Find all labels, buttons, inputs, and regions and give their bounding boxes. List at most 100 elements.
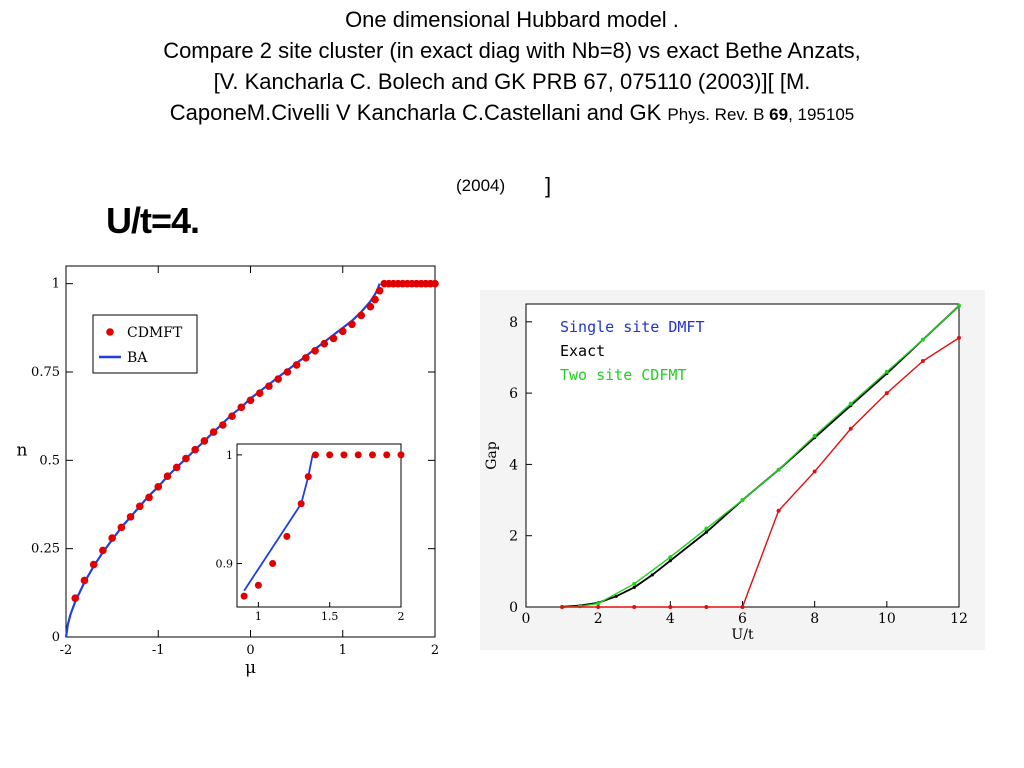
two-site-cdfmt-point [848, 401, 853, 406]
two-site-cdfmt-point [884, 369, 889, 374]
inset-x-tick-label: 2 [398, 610, 405, 623]
cdmft-point [292, 361, 301, 369]
y-tick-label: 4 [509, 457, 518, 473]
y-axis-label: Gap [484, 441, 500, 470]
cdmft-point [136, 502, 144, 511]
legend-label-0: Single site DMFT [560, 318, 705, 336]
cdmft-point [274, 375, 282, 383]
x-tick-label: 1 [339, 643, 347, 658]
two-site-cdfmt-point [812, 433, 817, 438]
x-tick-label: 10 [878, 611, 896, 627]
single-site-dmft-point [560, 605, 565, 609]
cdmft-point [71, 594, 80, 602]
two-site-cdfmt-point [776, 467, 781, 472]
inset-x-tick-label: 1.5 [321, 610, 339, 623]
legend-cdmft-label: CDMFT [127, 325, 183, 341]
legend-ba-label: BA [127, 350, 148, 366]
x-tick-label: 2 [594, 611, 603, 627]
y-tick-label: 0 [509, 600, 518, 616]
title-line-2: Compare 2 site cluster (in exact diag wi… [163, 38, 861, 63]
cdmft-point [89, 560, 98, 569]
single-site-dmft-line [562, 337, 960, 608]
cdmft-point [209, 428, 218, 436]
x-tick-label: 8 [810, 611, 819, 627]
inset-cdmft-point [283, 532, 291, 540]
x-tick-label: -2 [60, 643, 73, 658]
title-journal: Phys. Rev. B [667, 105, 770, 124]
title-line-1: One dimensional Hubbard model . [345, 7, 679, 32]
title-year: (2004) [456, 176, 506, 195]
inset-cdmft-point [326, 451, 334, 459]
two-site-cdfmt-point [632, 581, 637, 586]
exact-point [668, 559, 672, 563]
x-tick-label: 0 [522, 611, 531, 627]
cdmft-point [375, 286, 384, 295]
inset-cdmft-point [269, 560, 277, 568]
single-site-dmft-point [920, 359, 925, 364]
y-tick-label: 0.75 [31, 365, 60, 380]
inset-cdmft-point [340, 451, 348, 459]
single-site-dmft-point [957, 335, 961, 340]
inset-y-tick-label: 1 [226, 449, 233, 462]
exact-point [704, 530, 709, 534]
cdmft-point [366, 302, 375, 311]
x-tick-label: 0 [246, 643, 254, 658]
legend-box [92, 314, 198, 374]
cdmft-point [338, 327, 347, 336]
subtitle-u-over-t: U/t=4. [106, 200, 200, 241]
cdmft-point [172, 463, 181, 472]
slide-title: One dimensional Hubbard model . Compare … [0, 4, 1024, 130]
x-tick-label: 4 [666, 611, 675, 627]
two-site-cdfmt-point [704, 526, 709, 531]
inset-cdmft-point [311, 451, 319, 459]
cdmft-point [80, 576, 89, 585]
cdmft-point [246, 396, 255, 405]
cdmft-point [182, 454, 190, 463]
title-volume: 69 [769, 105, 789, 124]
legend-label-2: Two site CDFMT [560, 366, 686, 384]
single-site-dmft-point [632, 605, 637, 609]
density-chart: -2 -1 0 1 2 0 0.25 0.5 0.75 1 μ n CDMFT BA 1 1.5 2 0.9 1 [17, 265, 439, 678]
inset-y-tick-label: 0.9 [216, 558, 234, 571]
y-tick-label: 1 [52, 277, 60, 292]
title-authors: CaponeM.Civelli V Kancharla C.Castellani… [169, 100, 668, 125]
legend-cdmft-marker [106, 328, 114, 336]
single-site-dmft-point [848, 426, 853, 431]
y-tick-label: 8 [509, 315, 518, 331]
cdmft-point [357, 311, 366, 320]
title-line-3: [V. Kancharla C. Bolech and GK PRB 67, 0… [213, 69, 811, 94]
cdmft-point [145, 493, 153, 502]
x-tick-label: 6 [738, 611, 747, 627]
inset-cdmft-point [240, 592, 248, 600]
two-site-cdfmt-point [668, 555, 673, 560]
cdmft-point [219, 421, 227, 429]
cdmft-point [371, 295, 379, 304]
cdmft-point [228, 412, 236, 420]
inset-cdmft-point [254, 581, 262, 589]
title-line-4: CaponeM.Civelli V Kancharla C.Castellani… [0, 97, 1024, 130]
inset-cdmft-point [368, 451, 376, 459]
inset-cdmft-point [383, 451, 391, 459]
single-site-dmft-point [776, 508, 781, 513]
cdmft-point [237, 403, 246, 412]
cdmft-point [99, 546, 107, 555]
inset-cdmft-point [354, 451, 362, 459]
cdmft-point [311, 347, 319, 355]
x-tick-label: -1 [152, 643, 165, 658]
single-site-dmft-point [668, 605, 673, 609]
cdmft-point [154, 483, 163, 491]
two-site-cdfmt-point [957, 303, 961, 308]
inset-x-tick-label: 1 [255, 610, 262, 623]
two-site-cdfmt-point [740, 498, 745, 503]
title-pages: , 195105 [788, 105, 855, 124]
inset-cdmft-point [304, 473, 312, 481]
title-bracket: ] [545, 173, 552, 198]
x-tick-label: 12 [950, 611, 968, 627]
exact-point [632, 585, 636, 589]
x-tick-label: 2 [431, 643, 439, 658]
cdmft-point [283, 368, 292, 376]
y-tick-label: 6 [509, 386, 518, 402]
cdmft-point [255, 389, 264, 397]
single-site-dmft-point [740, 605, 745, 609]
cdmft-point [265, 382, 273, 390]
